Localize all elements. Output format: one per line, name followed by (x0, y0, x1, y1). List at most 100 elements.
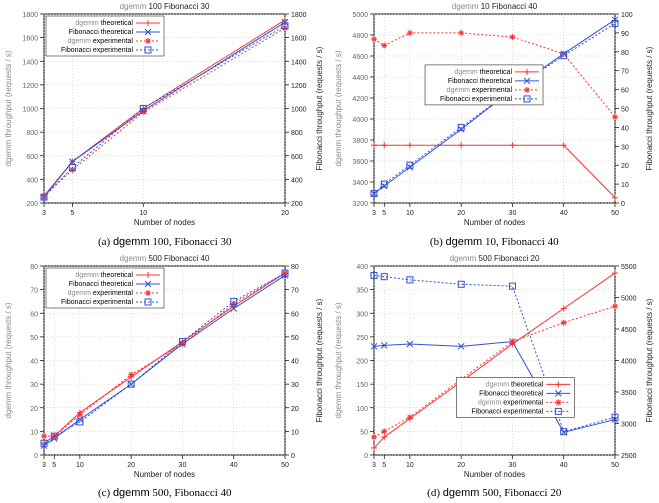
legend-label: Fibonacci experimental (440, 96, 512, 103)
x-tick: 40 (559, 210, 567, 217)
y2-tick: 3500 (621, 390, 637, 397)
y1-tick: 200 (26, 201, 38, 208)
y2-tick: 80 (621, 50, 629, 57)
y1-tick: 60 (30, 311, 38, 318)
x-tick: 10 (139, 210, 147, 217)
x-tick: 5 (70, 210, 74, 217)
y1-axis-label: dgemm throughput (requests / s) (334, 50, 343, 166)
marker-plus (371, 142, 377, 148)
x-tick: 10 (405, 462, 413, 469)
legend-label: Fibonacci experimental (61, 299, 133, 306)
x-tick: 30 (508, 462, 516, 469)
y1-tick: 70 (30, 287, 38, 294)
y1-tick: 400 (356, 264, 368, 271)
y1-tick: 100 (356, 405, 368, 412)
y2-tick: 30 (621, 144, 629, 151)
y1-axis-label: dgemm throughput (requests / s) (4, 302, 13, 418)
y1-tick: 150 (356, 382, 368, 389)
y2-tick: 5500 (621, 264, 637, 271)
y1-tick: 4600 (352, 54, 368, 61)
y2-tick: 80 (291, 264, 299, 271)
caption-d: (d) dgemm 500, Fibonacci 20 (330, 487, 659, 499)
legend: dgemm theoreticalFibonacci theoreticaldg… (46, 16, 164, 56)
x-tick: 20 (457, 462, 465, 469)
marker-plus (381, 142, 387, 148)
y2-tick: 5000 (621, 295, 637, 302)
x-tick: 20 (281, 210, 289, 217)
panel-b: dgemm 10 Fibonacci 403510203040503200340… (330, 0, 659, 252)
y1-tick: 10 (30, 429, 38, 436)
y2-tick: 4500 (621, 327, 637, 334)
x-tick: 50 (611, 462, 619, 469)
marker-star (282, 270, 288, 276)
marker-star (145, 38, 151, 44)
y2-tick: 50 (291, 334, 299, 341)
y2-tick: 4000 (621, 358, 637, 365)
y2-tick: 10 (291, 429, 299, 436)
y1-tick: 1000 (22, 107, 38, 114)
legend-label: dgemm experimental (68, 38, 134, 45)
y2-tick: 100 (621, 12, 633, 19)
caption-a: (a) dgemm 100, Fibonacci 30 (0, 236, 330, 248)
legend: dgemm theoreticalFibonacci theoreticaldg… (456, 377, 574, 417)
series-dgemm_theo (374, 145, 615, 198)
y2-axis-label: Fibonacci throughput (requests / s) (315, 298, 324, 422)
x-tick: 30 (508, 210, 516, 217)
x-tick: 20 (457, 210, 465, 217)
x-axis-label: Number of nodes (134, 218, 195, 227)
y2-tick: 1000 (291, 107, 307, 114)
legend-label: dgemm experimental (68, 290, 134, 297)
x-tick: 50 (611, 210, 619, 217)
panel-a: dgemm 100 Fibonacci 30351020200400600800… (0, 0, 330, 252)
chart-grid: dgemm 100 Fibonacci 30351020200400600800… (0, 0, 659, 503)
chart-c: dgemm 500 Fibonacci 40351020304050010203… (0, 252, 329, 481)
marker-plus (458, 142, 464, 148)
y2-tick: 0 (621, 201, 625, 208)
y1-axis-label: dgemm throughput (requests / s) (334, 302, 343, 418)
y2-tick: 20 (621, 163, 629, 170)
y2-axis-label: Fibonacci throughput (requests / s) (315, 46, 324, 170)
y1-tick: 4000 (352, 117, 368, 124)
x-tick: 3 (372, 210, 376, 217)
marker-plus (509, 142, 515, 148)
y1-tick: 3600 (352, 159, 368, 166)
marker-star (381, 428, 387, 434)
y2-tick: 60 (291, 311, 299, 318)
y1-tick: 0 (34, 453, 38, 460)
y2-tick: 40 (621, 125, 629, 132)
chart-a: dgemm 100 Fibonacci 30351020200400600800… (0, 0, 329, 229)
y1-tick: 40 (30, 358, 38, 365)
legend: dgemm theoreticalFibonacci theoreticaldg… (46, 268, 164, 308)
y1-tick: 250 (356, 334, 368, 341)
x-tick: 20 (127, 462, 135, 469)
legend-label: dgemm theoretical (454, 69, 512, 76)
y2-tick: 1800 (291, 12, 307, 19)
y2-tick: 10 (621, 182, 629, 189)
y1-tick: 1800 (22, 12, 38, 19)
y1-tick: 4400 (352, 75, 368, 82)
y2-tick: 0 (291, 453, 295, 460)
y2-tick: 30 (291, 382, 299, 389)
legend-label: dgemm theoretical (75, 272, 133, 279)
y2-axis-label: Fibonacci throughput (requests / s) (645, 46, 654, 170)
y1-tick: 50 (360, 429, 368, 436)
y2-tick: 90 (621, 31, 629, 38)
y2-tick: 1200 (291, 83, 307, 90)
marker-star (41, 433, 47, 439)
legend-label: Fibonacci theoretical (447, 78, 512, 85)
y2-tick: 1600 (291, 36, 307, 43)
x-tick: 40 (230, 462, 238, 469)
y1-tick: 0 (364, 453, 368, 460)
y1-tick: 1400 (22, 59, 38, 66)
x-axis-label: Number of nodes (134, 470, 195, 479)
y1-tick: 4800 (352, 33, 368, 40)
x-tick: 10 (405, 210, 413, 217)
marker-star (612, 303, 618, 309)
marker-star (406, 414, 412, 420)
y1-tick: 200 (356, 358, 368, 365)
panel-d: dgemm 500 Fibonacci 20351020304050050100… (330, 252, 659, 503)
x-tick: 10 (76, 462, 84, 469)
marker-star (560, 319, 566, 325)
y2-tick: 800 (291, 130, 303, 137)
marker-star (128, 371, 134, 377)
